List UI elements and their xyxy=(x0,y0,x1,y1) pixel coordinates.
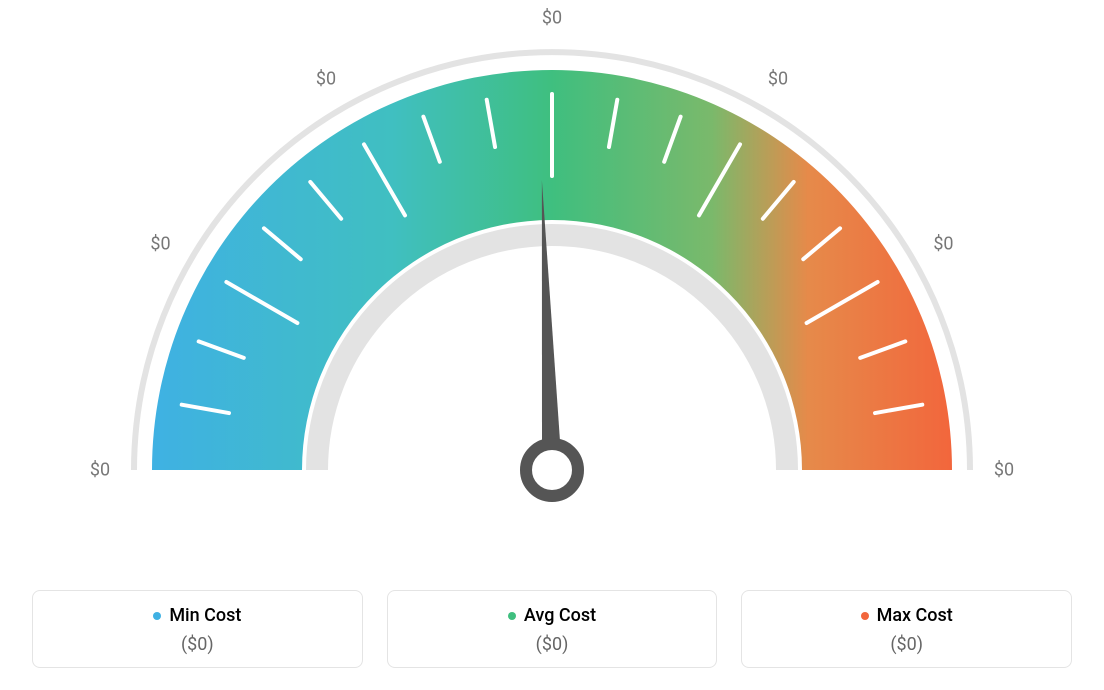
legend-dot-avg xyxy=(508,612,516,620)
legend-row: Min Cost ($0) Avg Cost ($0) Max Cost ($0… xyxy=(32,590,1072,669)
gauge-tick-label: $0 xyxy=(994,460,1014,481)
legend-card-avg: Avg Cost ($0) xyxy=(387,590,718,669)
legend-label-max: Max Cost xyxy=(877,605,953,626)
legend-title-max: Max Cost xyxy=(861,605,953,626)
gauge-tick-label: $0 xyxy=(90,460,110,481)
legend-title-avg: Avg Cost xyxy=(508,605,596,626)
gauge-tick-label: $0 xyxy=(768,68,788,89)
gauge-tick-label: $0 xyxy=(316,68,336,89)
gauge-tick-label: $0 xyxy=(933,234,953,255)
gauge-chart: $0 $0 $0 $0 $0 $0 $0 xyxy=(32,0,1072,560)
legend-dot-max xyxy=(861,612,869,620)
legend-value-avg: ($0) xyxy=(398,634,707,655)
legend-title-min: Min Cost xyxy=(153,605,241,626)
legend-label-avg: Avg Cost xyxy=(524,605,596,626)
legend-dot-min xyxy=(153,612,161,620)
gauge-tick-label: $0 xyxy=(542,8,562,29)
legend-card-max: Max Cost ($0) xyxy=(741,590,1072,669)
gauge-tick-label: $0 xyxy=(150,234,170,255)
gauge-svg xyxy=(32,0,1072,560)
legend-value-min: ($0) xyxy=(43,634,352,655)
legend-label-min: Min Cost xyxy=(169,605,241,626)
legend-value-max: ($0) xyxy=(752,634,1061,655)
legend-card-min: Min Cost ($0) xyxy=(32,590,363,669)
